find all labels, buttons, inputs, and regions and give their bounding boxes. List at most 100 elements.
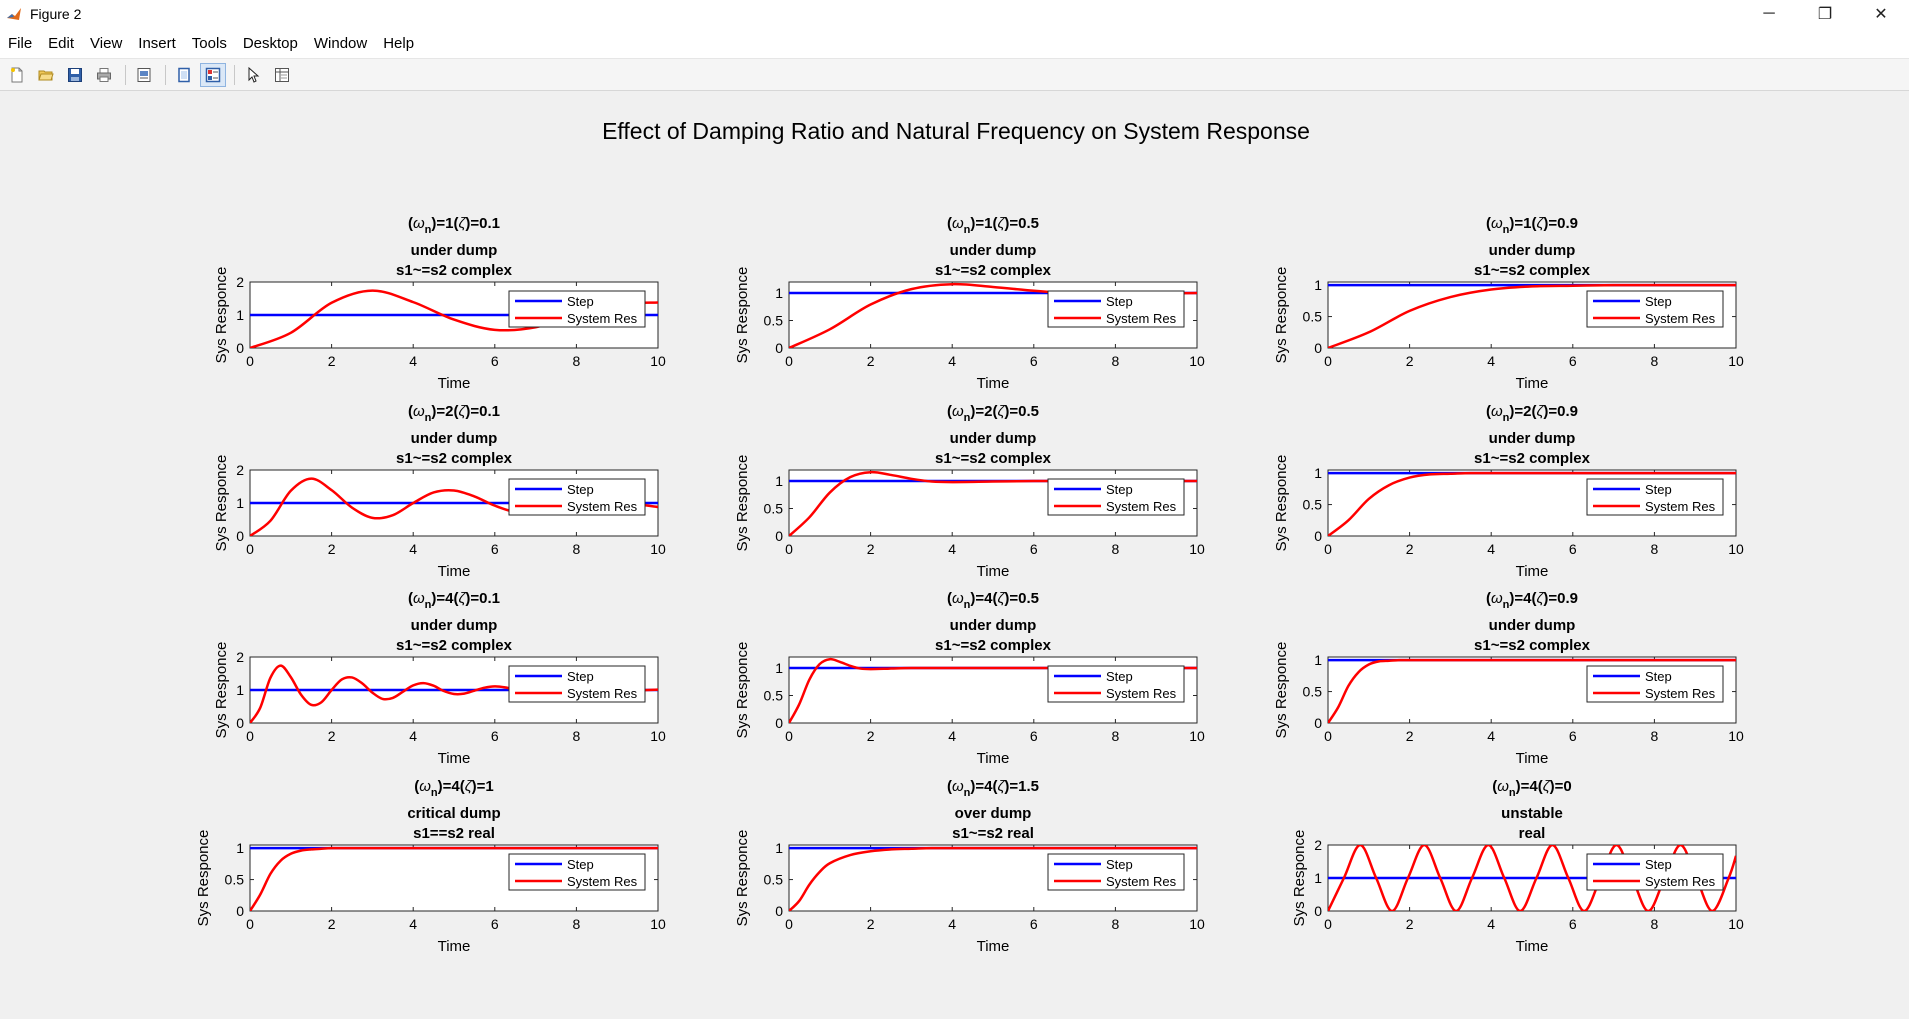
subplot-title-roots: s1~=s2 real bbox=[952, 825, 1034, 842]
legend-box bbox=[508, 853, 646, 891]
y-tick-label: 0 bbox=[1314, 528, 1322, 544]
menu-file[interactable]: File bbox=[8, 34, 33, 52]
x-tick-label: 10 bbox=[1189, 728, 1205, 744]
title-subscript-n: n bbox=[964, 787, 971, 799]
subplot-title-roots: s1~=s2 complex bbox=[396, 637, 513, 654]
legend-box bbox=[1586, 478, 1724, 516]
subplot-10: (ωn)=4(ζ)=1 critical dump s1==s2 real 0 2 4 6 8… bbox=[195, 778, 666, 955]
title-paren: ( bbox=[1486, 590, 1491, 607]
title-omega: ω bbox=[952, 590, 964, 607]
title-zeta-value: )=1.5 bbox=[1004, 778, 1039, 795]
x-tick-label: 4 bbox=[409, 541, 417, 557]
x-tick-label: 8 bbox=[1112, 541, 1120, 557]
menu-view[interactable]: View bbox=[90, 34, 123, 52]
title-zeta-value: )=0.1 bbox=[465, 403, 500, 420]
menu-desktop[interactable]: Desktop bbox=[242, 34, 298, 52]
title-zeta: ζ bbox=[465, 778, 473, 795]
y-tick-label: 0 bbox=[1314, 715, 1322, 731]
x-tick-label: 6 bbox=[491, 728, 499, 744]
y-axis-label: Sys Responce bbox=[1273, 642, 1290, 739]
y-axis-label: Sys Responce bbox=[195, 830, 212, 927]
legend-response-label: System Res bbox=[1106, 686, 1177, 701]
edit-plot-pointer-icon[interactable] bbox=[240, 63, 266, 87]
x-tick-label: 8 bbox=[1112, 353, 1120, 369]
title-bar: Figure 2 ─ ❐ ✕ bbox=[0, 0, 1909, 28]
x-tick-label: 8 bbox=[1651, 353, 1659, 369]
menu-edit[interactable]: Edit bbox=[48, 34, 75, 52]
legend-response-label: System Res bbox=[567, 499, 638, 514]
x-tick-label: 0 bbox=[246, 916, 254, 932]
y-tick-label: 1 bbox=[775, 285, 783, 301]
title-wn-value: )=2( bbox=[1509, 403, 1536, 420]
y-tick-label: 0 bbox=[236, 528, 244, 544]
title-paren: ( bbox=[947, 403, 952, 420]
title-paren: ( bbox=[408, 403, 413, 420]
subplot-title-roots: s1~=s2 complex bbox=[396, 450, 513, 467]
series-group bbox=[789, 846, 1197, 911]
title-wn-value: )=4( bbox=[431, 590, 458, 607]
legend-box bbox=[508, 665, 646, 703]
title-paren: ( bbox=[1492, 778, 1497, 795]
subplot-9: (ωn)=4(ζ)=0.9 under dump s1~=s2 complex 0 2 4… bbox=[1273, 590, 1744, 767]
subplot-title-damping: under dump bbox=[411, 242, 498, 259]
x-tick-label: 6 bbox=[1569, 916, 1577, 932]
y-tick-label: 0.5 bbox=[764, 313, 784, 329]
open-file-icon[interactable] bbox=[33, 63, 59, 87]
property-inspector-icon[interactable] bbox=[269, 63, 295, 87]
subplot-title-roots: s1~=s2 complex bbox=[935, 637, 1052, 654]
legend-response-label: System Res bbox=[567, 686, 638, 701]
legend-box bbox=[1586, 290, 1724, 328]
x-axis-label: Time bbox=[1516, 563, 1549, 580]
minimize-button[interactable]: ─ bbox=[1763, 5, 1775, 22]
system-response-line bbox=[1328, 845, 1736, 911]
subplot-title-roots: s1~=s2 complex bbox=[935, 262, 1052, 279]
x-tick-label: 4 bbox=[409, 353, 417, 369]
menu-help[interactable]: Help bbox=[383, 34, 415, 52]
y-tick-label: 2 bbox=[236, 462, 244, 478]
legend: Step System Res bbox=[508, 665, 646, 703]
legend-box bbox=[508, 290, 646, 328]
x-tick-label: 6 bbox=[1030, 916, 1038, 932]
subplot-title-params: (ωn)=1(ζ)=0.1 bbox=[408, 215, 500, 236]
legend-box bbox=[1586, 853, 1724, 891]
close-button[interactable]: ✕ bbox=[1874, 6, 1888, 23]
y-tick-label: 1 bbox=[236, 840, 244, 856]
save-icon[interactable] bbox=[62, 63, 88, 87]
title-zeta: ζ bbox=[997, 778, 1005, 795]
subplot-title-damping: unstable bbox=[1501, 805, 1563, 822]
x-tick-label: 10 bbox=[1189, 916, 1205, 932]
x-tick-label: 2 bbox=[867, 916, 875, 932]
title-zeta: ζ bbox=[458, 403, 466, 420]
y-tick-label: 0.5 bbox=[764, 872, 784, 888]
menu-insert[interactable]: Insert bbox=[138, 34, 176, 52]
y-tick-label: 1 bbox=[775, 840, 783, 856]
x-axis-label: Time bbox=[977, 750, 1010, 767]
menu-window[interactable]: Window bbox=[313, 34, 368, 52]
menu-tools[interactable]: Tools bbox=[191, 34, 227, 52]
title-zeta-value: )=0.1 bbox=[465, 590, 500, 607]
x-axis-label: Time bbox=[438, 750, 471, 767]
x-tick-label: 4 bbox=[1487, 916, 1495, 932]
y-axis-label: Sys Responce bbox=[734, 642, 751, 739]
toolbar-separator bbox=[165, 64, 166, 85]
print-icon[interactable] bbox=[91, 63, 117, 87]
title-paren: ( bbox=[1486, 215, 1491, 232]
x-axis-label: Time bbox=[977, 375, 1010, 392]
hide-plot-tools-icon[interactable] bbox=[171, 63, 197, 87]
title-paren: ( bbox=[947, 778, 952, 795]
new-figure-icon[interactable] bbox=[4, 63, 30, 87]
maximize-button[interactable]: ❐ bbox=[1817, 6, 1833, 23]
legend: Step System Res bbox=[1047, 665, 1185, 703]
x-tick-label: 0 bbox=[1324, 541, 1332, 557]
subplot-title-params: (ωn)=4(ζ)=0.9 bbox=[1486, 590, 1578, 611]
print-preview-icon[interactable] bbox=[131, 63, 157, 87]
title-omega: ω bbox=[952, 778, 964, 795]
title-omega: ω bbox=[952, 403, 964, 420]
x-axis-label: Time bbox=[1516, 375, 1549, 392]
x-tick-label: 6 bbox=[1030, 541, 1038, 557]
x-axis-label: Time bbox=[977, 563, 1010, 580]
system-response-line bbox=[1328, 283, 1736, 348]
show-plot-tools-icon[interactable] bbox=[200, 62, 226, 87]
x-tick-label: 4 bbox=[948, 916, 956, 932]
